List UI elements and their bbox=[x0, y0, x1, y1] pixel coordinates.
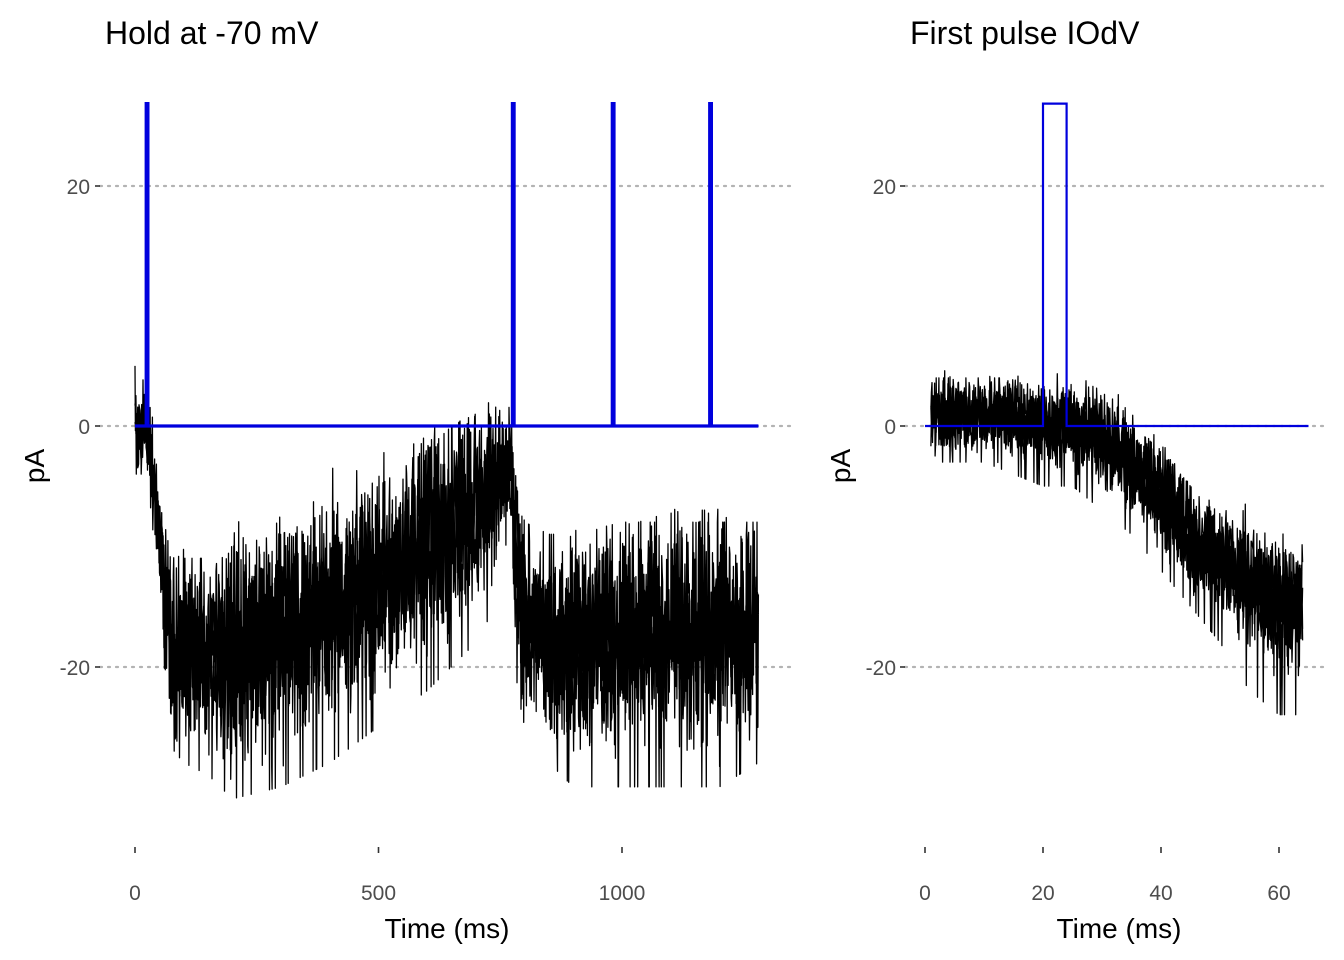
left-stimulus-trace bbox=[135, 102, 759, 428]
right-xtick-label-0: 0 bbox=[919, 882, 931, 905]
left-y-axis-title: pA bbox=[19, 449, 50, 484]
left-ytick-label-neg20: -20 bbox=[60, 657, 90, 680]
right-xtick-label-40: 40 bbox=[1149, 882, 1172, 905]
panel-right: First pulse IOdV 20 0 -20 0 20 40 60 Tim… bbox=[825, 15, 1327, 944]
right-ytick-label-neg20: -20 bbox=[866, 657, 896, 680]
right-x-ticks: 0 20 40 60 bbox=[919, 847, 1291, 905]
right-y-axis-title: pA bbox=[825, 449, 856, 484]
right-ytick-label-0: 0 bbox=[884, 416, 896, 439]
right-current-trace bbox=[930, 370, 1304, 716]
right-xtick-label-20: 20 bbox=[1031, 882, 1054, 905]
right-title: First pulse IOdV bbox=[910, 15, 1140, 51]
left-x-axis-title: Time (ms) bbox=[385, 913, 510, 944]
left-xtick-label-1000: 1000 bbox=[599, 882, 646, 905]
left-xtick-label-0: 0 bbox=[129, 882, 141, 905]
left-y-ticks: 20 0 -20 bbox=[60, 176, 100, 680]
panel-left: Hold at -70 mV 20 0 -20 0 500 1000 Time … bbox=[19, 15, 792, 944]
left-x-ticks: 0 500 1000 bbox=[129, 847, 645, 905]
right-xtick-label-60: 60 bbox=[1267, 882, 1290, 905]
right-y-ticks: 20 0 -20 bbox=[866, 176, 905, 680]
left-ytick-label-0: 0 bbox=[78, 416, 90, 439]
right-ytick-label-20: 20 bbox=[873, 176, 896, 199]
right-x-axis-title: Time (ms) bbox=[1057, 913, 1182, 944]
left-current-trace bbox=[134, 365, 760, 799]
left-xtick-label-500: 500 bbox=[361, 882, 396, 905]
right-stimulus-trace bbox=[925, 102, 1309, 428]
left-title: Hold at -70 mV bbox=[105, 15, 319, 51]
left-ytick-label-20: 20 bbox=[67, 176, 90, 199]
